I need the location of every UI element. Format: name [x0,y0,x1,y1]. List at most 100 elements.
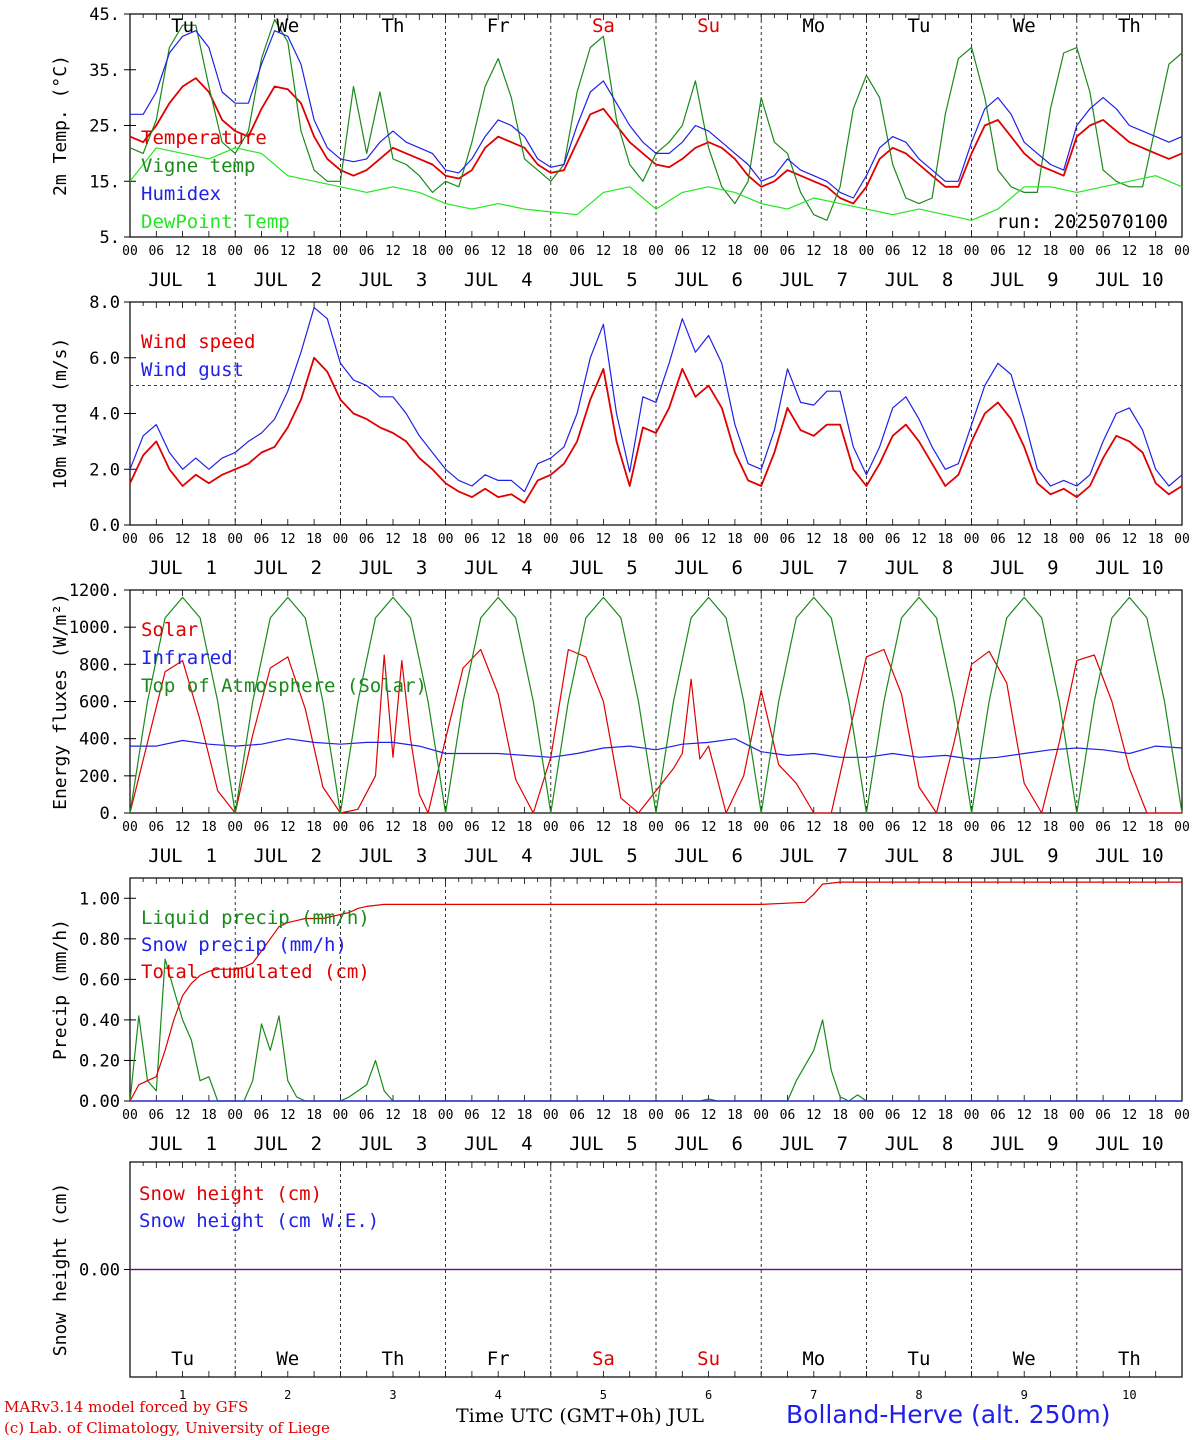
hour-tick-label: 00 [543,532,559,547]
hour-tick-label: 06 [254,244,270,259]
date-label: JUL 10 [1095,845,1164,867]
hour-tick-label: 06 [359,1108,375,1123]
hour-tick-label: 18 [727,532,743,547]
weekday-label-top: Tu [908,15,931,37]
date-label: JUL 1 [148,845,217,867]
hour-tick-label: 00 [122,1108,138,1123]
hour-tick-label: 06 [674,820,690,835]
hour-tick-label: 00 [333,820,349,835]
hour-tick-label: 00 [543,244,559,259]
run-label: run: 2025070100 [996,211,1168,233]
date-label: JUL 4 [464,1133,533,1155]
y-axis-label: Snow height (cm) [50,1183,71,1356]
date-label: JUL 2 [253,557,322,579]
y-tick-label: 1000. [69,618,120,638]
hour-tick-label: 00 [438,532,454,547]
date-label: JUL 5 [569,1133,638,1155]
day-number: 2 [284,1388,291,1402]
hour-tick-label: 00 [122,532,138,547]
panel-frame [129,301,1183,526]
legend-entry: Total cumulated (cm) [141,961,370,983]
date-label: JUL 1 [148,1133,217,1155]
hour-tick-label: 18 [201,244,217,259]
hour-tick-label: 00 [543,1108,559,1123]
hour-tick-label: 00 [648,244,664,259]
hour-tick-label: 18 [411,532,427,547]
day-number: 5 [600,1388,607,1402]
hour-tick-label: 12 [596,1108,612,1123]
hour-tick-label: 12 [1016,532,1032,547]
hour-tick-label: 12 [490,820,506,835]
hour-tick-label: 18 [306,244,322,259]
hour-tick-label: 12 [1016,820,1032,835]
date-label: JUL 9 [990,269,1059,291]
hour-tick-label: 18 [1043,820,1059,835]
series-line [129,356,1183,504]
y-tick-label: 0.60 [79,970,120,990]
hour-tick-label: 06 [990,820,1006,835]
date-label: JUL 3 [359,1133,428,1155]
hour-tick-label: 00 [964,532,980,547]
hour-tick-label: 12 [280,820,296,835]
date-label: JUL 7 [779,1133,848,1155]
hour-tick-label: 18 [937,820,953,835]
y-tick-label: 0.00 [79,1261,120,1281]
hour-tick-label: 18 [937,244,953,259]
series-line [129,307,1183,493]
hour-tick-label: 12 [385,820,401,835]
date-label: JUL 8 [885,1133,954,1155]
hour-tick-label: 00 [122,244,138,259]
hour-tick-label: 00 [1174,1108,1190,1123]
day-number: 1 [179,1388,186,1402]
hour-tick-label: 00 [1174,244,1190,259]
y-tick-label: 15. [89,172,120,192]
hour-tick-label: 00 [333,532,349,547]
hour-tick-label: 06 [464,820,480,835]
y-axis-label: Energy fluxes (W/m²) [50,593,71,810]
panel-wind: 0.0 2.0 4.0 6.0 8.0 10m Wind (m/s) Wind speed W… [50,293,1190,579]
hour-tick-label: 12 [1122,820,1138,835]
hour-tick-label: 06 [780,244,796,259]
y-tick-label: 0.40 [79,1011,120,1031]
hour-tick-label: 18 [1043,1108,1059,1123]
date-label: JUL 3 [359,269,428,291]
hour-tick-label: 18 [1148,532,1164,547]
series-line [129,881,1182,1102]
hour-tick-label: 06 [254,532,270,547]
hour-tick-label: 00 [964,1108,980,1123]
series-line [129,596,1183,814]
weekday-label-top: Su [697,15,720,37]
weekday-label-top: Tu [171,15,194,37]
date-label: JUL 3 [359,845,428,867]
hour-tick-label: 06 [359,820,375,835]
weekday-label-bottom: Th [1118,1348,1141,1370]
date-label: JUL 6 [674,845,743,867]
y-tick-label: 4.0 [89,405,120,425]
date-label: JUL 10 [1095,1133,1164,1155]
hour-tick-label: 12 [596,244,612,259]
panel-snow: 0.00 Snow height (cm) Snow height (cm) Snow… [50,1161,1183,1378]
weekday-label-bottom: Mo [802,1348,825,1370]
hour-tick-label: 00 [438,1108,454,1123]
legend-entry: Vigne temp [141,155,255,177]
hour-tick-label: 12 [806,820,822,835]
series-line [130,738,1183,760]
hour-tick-label: 12 [701,244,717,259]
y-tick-label: 200. [79,767,120,787]
panel-frame [129,13,1183,238]
hour-tick-label: 18 [306,532,322,547]
hour-tick-label: 00 [753,1108,769,1123]
hour-tick-label: 12 [385,1108,401,1123]
date-label: JUL 4 [464,269,533,291]
hour-tick-label: 00 [1069,820,1085,835]
hour-tick-label: 12 [280,1108,296,1123]
copyright: (c) Lab. of Climatology, University of L… [4,1419,330,1437]
hour-tick-label: 00 [753,244,769,259]
series-line [129,958,1182,1102]
series-line [130,30,1183,199]
hour-tick-label: 06 [780,1108,796,1123]
date-label: JUL 7 [779,269,848,291]
hour-tick-label: 18 [1148,820,1164,835]
date-label: JUL 6 [674,269,743,291]
date-label: JUL 6 [674,557,743,579]
